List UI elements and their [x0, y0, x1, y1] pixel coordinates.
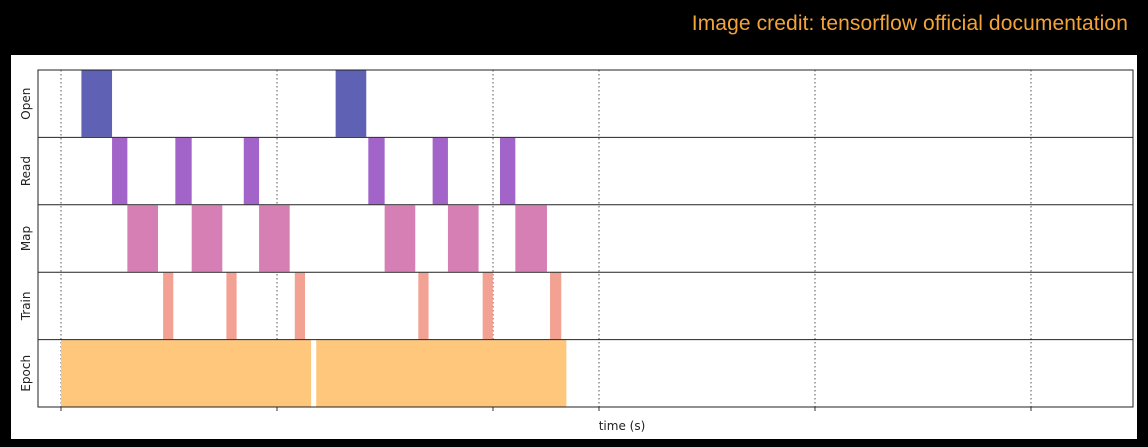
bar-train [482, 272, 493, 340]
bar-epoch [61, 340, 312, 407]
bar-map [259, 205, 290, 272]
bar-open [335, 70, 367, 137]
bar-train [226, 272, 237, 340]
x-axis-label: time (s) [599, 419, 646, 433]
bar-map [191, 205, 223, 272]
row-label-read: Read [19, 156, 33, 186]
bar-map [447, 205, 479, 272]
image-credit: Image credit: tensorflow official docume… [691, 12, 1128, 35]
row-label-open: Open [19, 88, 33, 120]
row-label-epoch: Epoch [19, 355, 33, 392]
label-layer: Open Read Map Train Epoch [19, 88, 33, 392]
bar-train [294, 272, 306, 340]
row-label-map: Map [19, 226, 33, 251]
bar-train [163, 272, 174, 340]
bar-read [432, 137, 448, 205]
row-label-train: Train [19, 292, 33, 322]
frame-layer [37, 69, 1134, 408]
bar-map [127, 205, 158, 272]
bar-read [368, 137, 385, 205]
bar-train [418, 272, 429, 340]
bar-map [515, 205, 547, 272]
bar-train [550, 272, 562, 340]
bar-map [384, 205, 416, 272]
plot-border [37, 69, 1134, 408]
bar-layer [61, 70, 567, 407]
bar-open [81, 70, 113, 137]
bar-epoch [316, 340, 567, 407]
bar-read [112, 137, 128, 205]
bar-read [175, 137, 192, 205]
bar-read [243, 137, 260, 205]
bar-read [500, 137, 516, 205]
